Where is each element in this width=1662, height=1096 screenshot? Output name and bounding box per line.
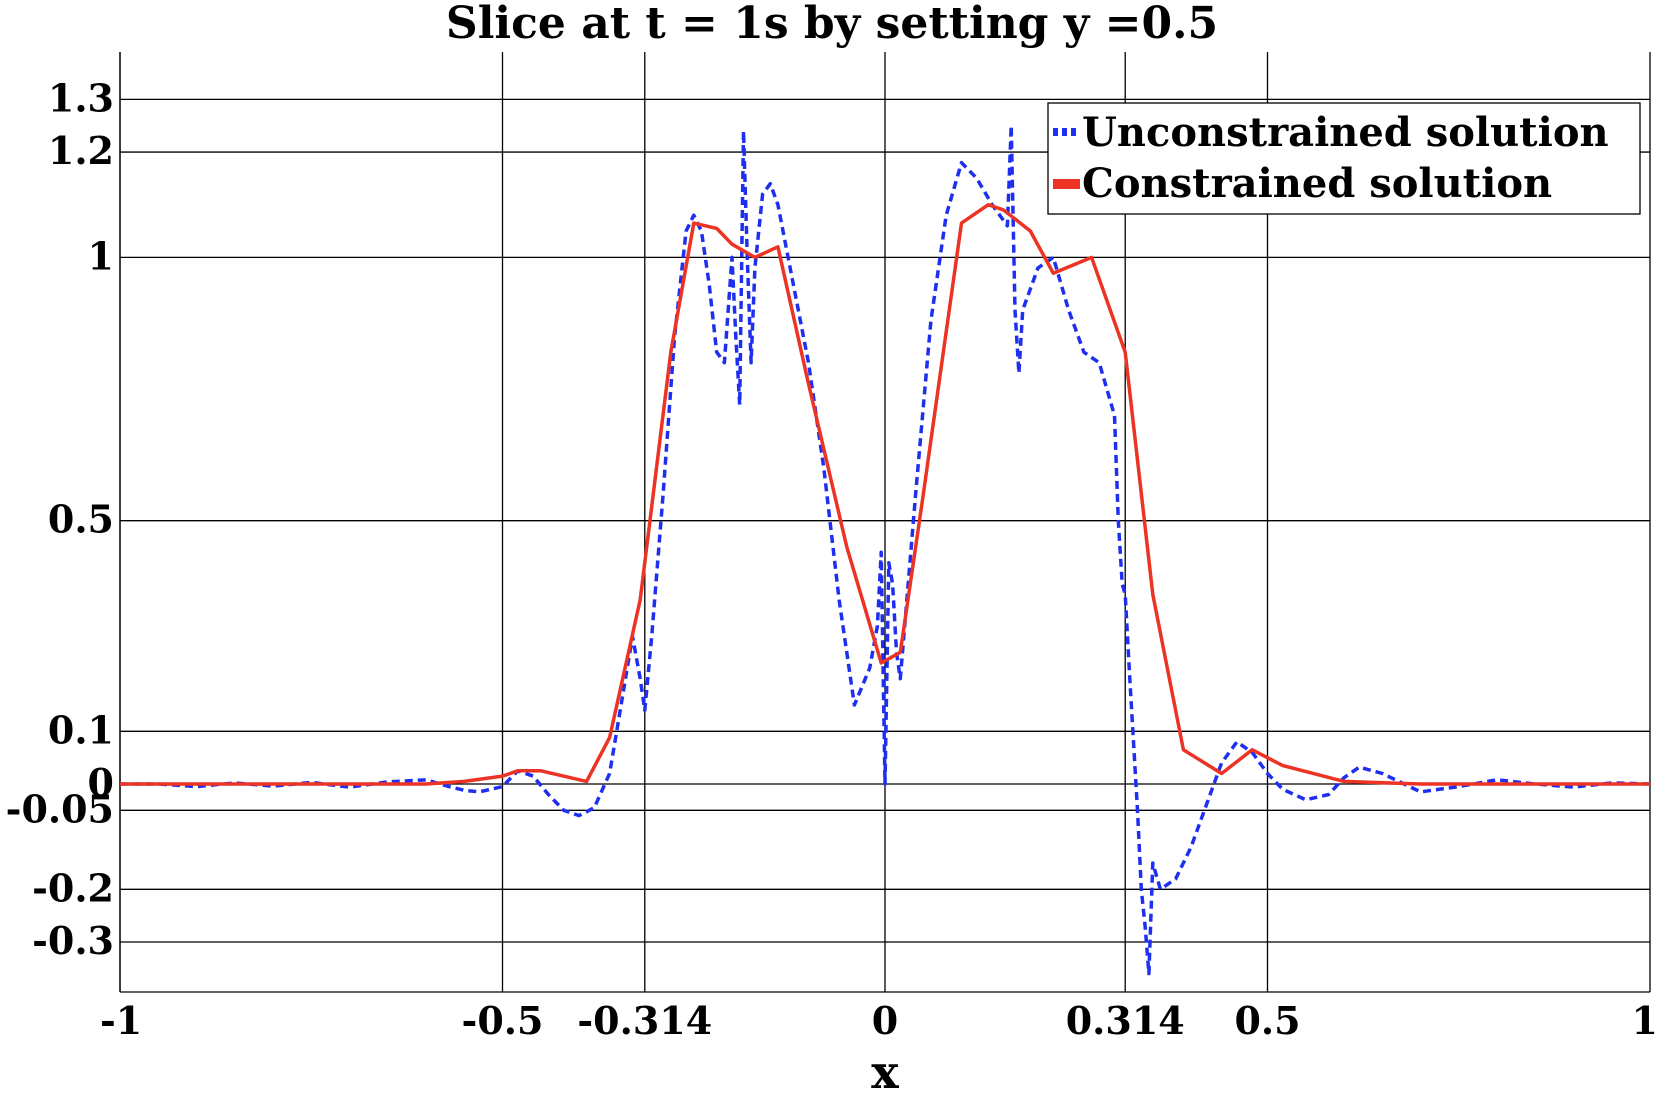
x-tick-label: 0 <box>872 998 898 1043</box>
grid-lines <box>119 52 1651 993</box>
y-tick-label: 1.3 <box>48 75 114 120</box>
y-tick-label: 0.1 <box>48 707 114 752</box>
legend: Unconstrained solution Constrained solut… <box>1047 102 1641 215</box>
x-tick-label: -0.314 <box>577 998 712 1043</box>
series-line-unconstrained <box>120 123 1651 976</box>
y-tick-label: 1 <box>88 233 114 278</box>
x-tick-label: 0.5 <box>1234 998 1300 1043</box>
x-tick-label: -0.5 <box>462 998 544 1043</box>
y-tick-label: -0.05 <box>6 786 114 831</box>
y-tick-label: 1.2 <box>48 128 114 173</box>
y-tick-label: -0.2 <box>32 865 114 910</box>
legend-label-constrained: Constrained solution <box>1082 160 1552 207</box>
series-line-constrained <box>120 202 1650 786</box>
y-tick-label: 0 <box>88 760 114 805</box>
x-tick-label: 1 <box>1632 998 1658 1043</box>
x-tick-label: 0.314 <box>1066 998 1185 1043</box>
x-axis-label: x <box>871 1045 899 1096</box>
x-tick-label: -1 <box>100 998 142 1043</box>
axis-ticks: 1.31.210.50.10-0.05-0.2-0.3-1 -0.5 -0.314 0… <box>6 75 1658 1043</box>
plot-series <box>120 123 1651 976</box>
chart-title: Slice at t = 1s by setting y =0.5 <box>446 0 1218 49</box>
legend-box <box>1047 102 1641 215</box>
y-tick-label: -0.3 <box>32 918 114 963</box>
y-tick-label: 0.5 <box>48 497 114 542</box>
legend-label-unconstrained: Unconstrained solution <box>1082 109 1609 156</box>
